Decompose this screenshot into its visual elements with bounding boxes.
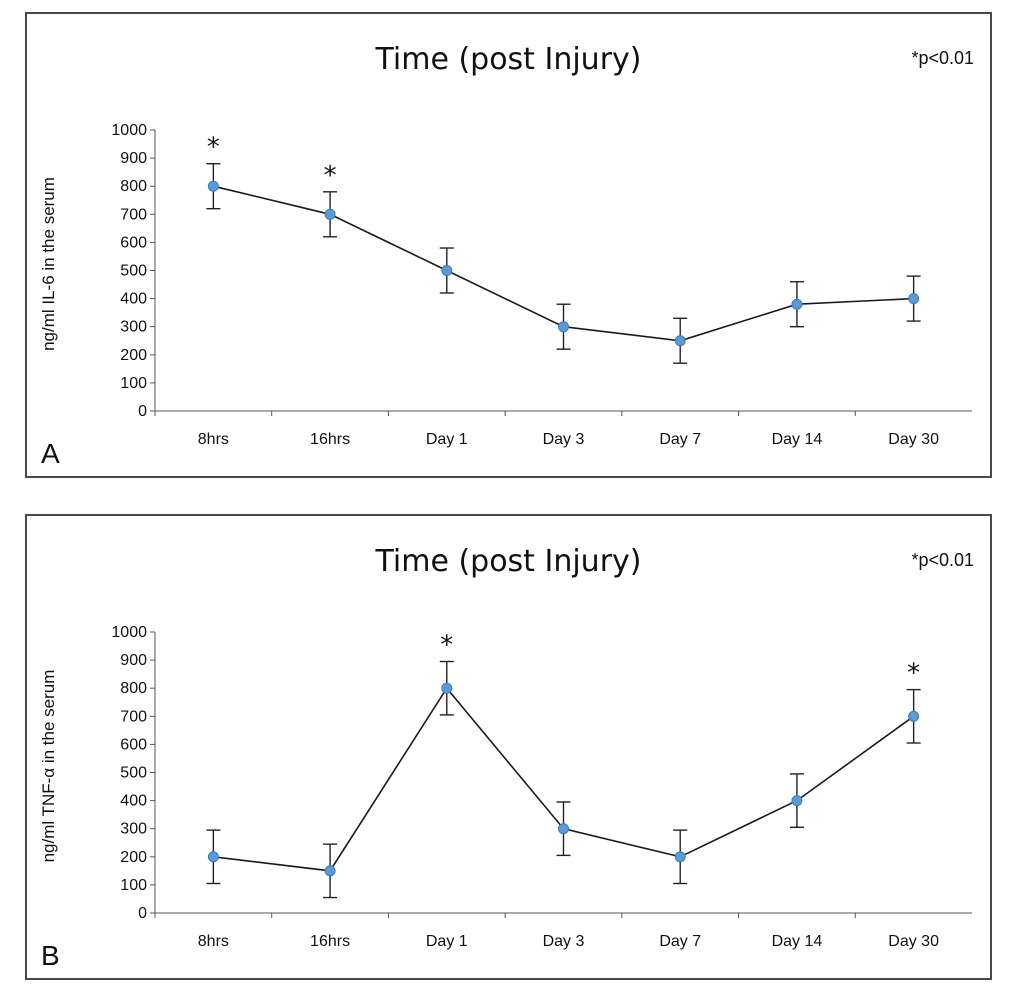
y-tick-label: 1000 <box>111 122 147 139</box>
data-point <box>207 851 219 863</box>
y-tick-label: 500 <box>120 765 147 782</box>
x-tick-label: Day 1 <box>426 933 468 950</box>
y-tick-label: 100 <box>120 877 147 894</box>
y-tick-label: 300 <box>120 319 147 336</box>
significance-note: *p<0.01 <box>911 48 974 68</box>
y-tick-label: 500 <box>120 263 147 280</box>
data-point <box>558 321 569 333</box>
x-tick-label: Day 14 <box>772 431 823 448</box>
x-tick-label: Day 14 <box>772 933 823 950</box>
data-point <box>324 208 336 220</box>
x-tick-label: Day 7 <box>659 431 701 448</box>
significance-marker: * <box>207 133 220 163</box>
x-tick-label: 8hrs <box>198 933 229 950</box>
y-tick-label: 400 <box>120 793 147 810</box>
chart-title: Time (post Injury) <box>375 42 642 77</box>
y-tick-label: 800 <box>120 680 147 697</box>
y-tick-label: 0 <box>138 403 147 420</box>
data-point <box>674 335 686 347</box>
data-point <box>558 823 569 835</box>
significance-note: *p<0.01 <box>911 550 974 570</box>
significance-marker: * <box>440 631 453 661</box>
data-point <box>674 851 686 863</box>
y-tick-label: 900 <box>120 652 147 669</box>
y-tick-label: 900 <box>120 150 147 167</box>
data-point <box>441 265 453 276</box>
y-tick-label: 700 <box>120 708 147 725</box>
y-tick-label: 200 <box>120 347 147 364</box>
chart-panel-b: Time (post Injury) *p<0.01 ng/ml TNF-α i… <box>25 514 992 980</box>
x-tick-label: Day 30 <box>888 933 939 950</box>
y-tick-label: 300 <box>120 821 147 838</box>
y-tick-label: 700 <box>120 206 147 223</box>
y-tick-label: 1000 <box>111 624 147 641</box>
significance-marker: * <box>907 659 920 689</box>
data-point <box>324 865 336 877</box>
y-tick-label: 400 <box>120 291 147 308</box>
x-tick-label: Day 1 <box>426 431 468 448</box>
x-tick-label: 16hrs <box>310 431 350 448</box>
data-point <box>791 795 803 807</box>
panel-label: B <box>41 940 60 971</box>
data-point <box>908 710 920 722</box>
x-tick-label: Day 3 <box>543 431 585 448</box>
x-tick-label: 16hrs <box>310 933 350 950</box>
chart-title: Time (post Injury) <box>375 544 642 579</box>
significance-marker: * <box>324 161 337 191</box>
x-tick-label: Day 3 <box>543 933 585 950</box>
y-tick-label: 600 <box>120 234 147 251</box>
y-tick-label: 600 <box>120 736 147 753</box>
chart-panel-a: Time (post Injury) *p<0.01 ng/ml IL-6 in… <box>25 12 992 478</box>
y-tick-label: 200 <box>120 849 147 866</box>
chart-plot-area: 0 100 200 300 400 500 600 700 800 900 1000 8hrs 16hr… <box>111 122 972 448</box>
y-tick-label: 100 <box>120 375 147 392</box>
data-point <box>207 180 219 192</box>
y-tick-label: 800 <box>120 178 147 195</box>
data-point <box>791 298 803 310</box>
x-tick-label: Day 30 <box>888 431 939 448</box>
data-point <box>441 682 453 694</box>
x-tick-label: 8hrs <box>198 431 229 448</box>
panel-label: A <box>41 438 60 469</box>
data-point <box>908 293 920 305</box>
chart-plot-area: 0 100 200 300 400 500 600 700 800 900 1000 8hrs 16hr… <box>111 624 972 950</box>
y-tick-label: 0 <box>138 905 147 922</box>
x-tick-label: Day 7 <box>659 933 701 950</box>
